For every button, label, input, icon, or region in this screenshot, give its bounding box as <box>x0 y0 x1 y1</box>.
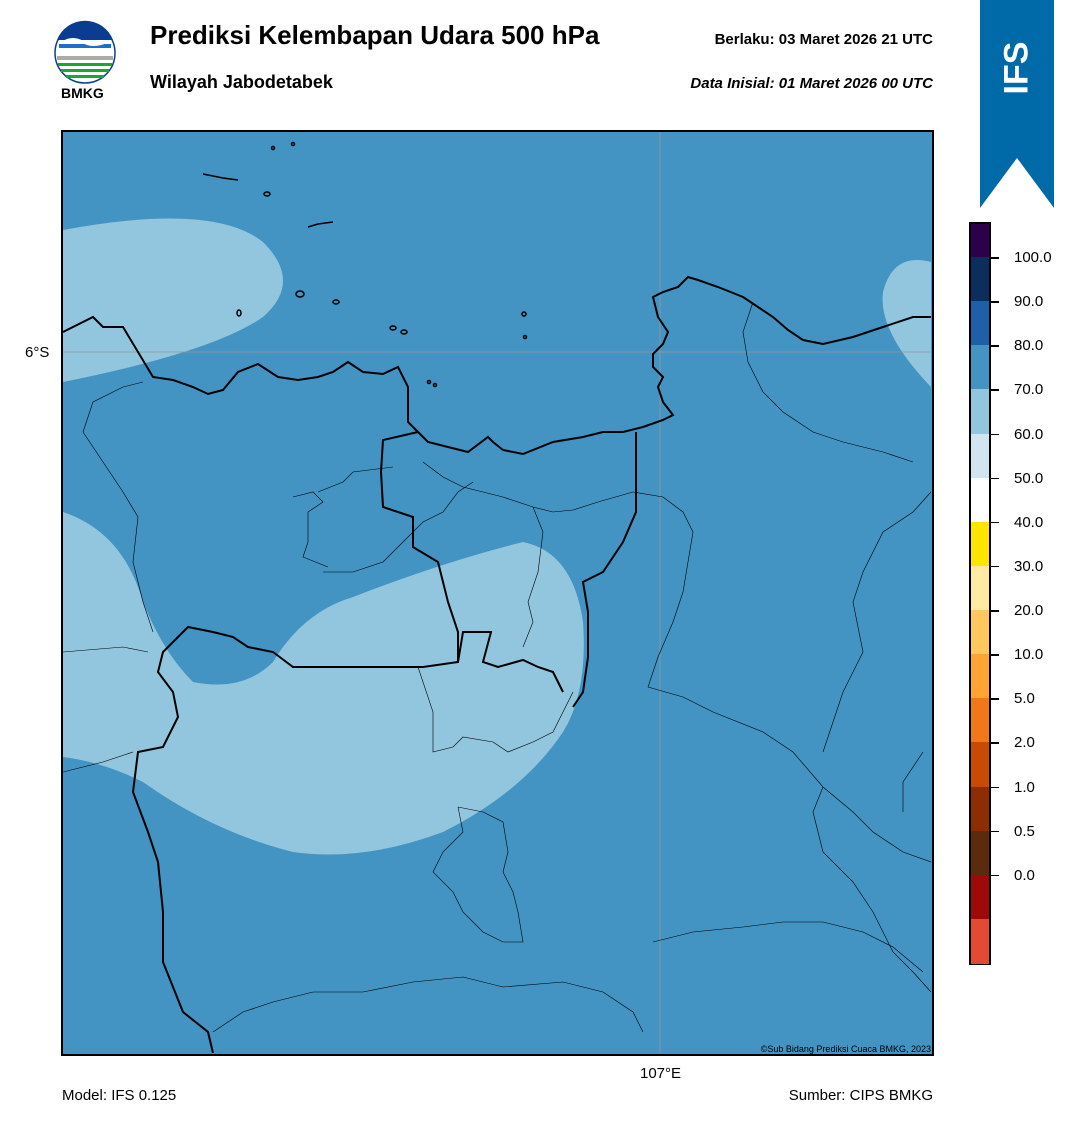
colorbar-tick-label: 10.0 <box>1014 646 1044 664</box>
colorbar-tick-mark <box>991 345 999 347</box>
thousand-islands <box>202 141 528 388</box>
colorbar-tick-mark <box>991 654 999 656</box>
colorbar-segment <box>971 874 989 920</box>
colorbar-tick-label: 0.5 <box>1014 822 1035 840</box>
colorbar-segment <box>971 257 989 302</box>
humidity-colorbar <box>969 222 991 965</box>
colorbar-segment <box>971 742 989 787</box>
colorbar-tick-label: 0.0 <box>1014 866 1035 884</box>
colorbar-segment <box>971 477 989 523</box>
colorbar-tick-label: 90.0 <box>1014 293 1044 311</box>
colorbar-tick-label: 80.0 <box>1014 337 1044 355</box>
page-title: Prediksi Kelembapan Udara 500 hPa <box>150 20 600 50</box>
colorbar-tick-mark <box>991 698 999 700</box>
colorbar-segment <box>971 654 989 699</box>
colorbar-tick-label: 70.0 <box>1014 381 1044 399</box>
colorbar-tick-label: 20.0 <box>1014 602 1044 619</box>
colorbar-tick-label: 40.0 <box>1014 513 1044 531</box>
model-label: Model: IFS 0.125 <box>62 1087 177 1104</box>
region-subtitle: Wilayah Jabodetabek <box>150 72 333 92</box>
colorbar-tick-label: 50.0 <box>1014 469 1044 487</box>
jakarta-boundary <box>457 631 564 693</box>
colorbar-tick-mark <box>991 610 999 612</box>
colorbar-segment <box>971 830 989 876</box>
colorbar-tick-mark <box>991 257 999 259</box>
colorbar-tick-label: 100.0 <box>1014 249 1052 266</box>
colorbar-tick-mark <box>991 786 999 788</box>
humidity-60-70-region-northeast <box>882 260 931 387</box>
colorbar-tick-mark <box>991 389 999 391</box>
initial-time: Data Inisial: 01 Maret 2026 00 UTC <box>690 75 933 92</box>
ifs-badge <box>980 0 1054 208</box>
colorbar-segment <box>971 345 989 390</box>
colorbar-tick-label: 1.0 <box>1014 778 1035 796</box>
map-canvas <box>63 132 932 1054</box>
humidity-map <box>61 130 934 1056</box>
colorbar-tick-mark <box>991 742 999 744</box>
colorbar-tick-label: 30.0 <box>1014 557 1044 575</box>
colorbar-tick-label: 5.0 <box>1014 690 1035 708</box>
ifs-badge-label: IFS <box>997 41 1036 95</box>
colorbar-tick-mark <box>991 301 999 303</box>
longitude-label: 107°E <box>640 1065 682 1082</box>
province-boundary-west <box>131 431 459 1054</box>
colorbar-segment <box>971 433 989 479</box>
valid-time: Berlaku: 03 Maret 2026 21 UTC <box>714 31 933 48</box>
regency-boundaries <box>63 301 932 1033</box>
humidity-60-70-region-central <box>63 512 584 855</box>
colorbar-segment <box>971 301 989 346</box>
humidity-60-70-region-northwest <box>63 218 283 382</box>
colorbar-tick-label: 2.0 <box>1014 734 1035 752</box>
bmkg-logo-icon <box>54 20 116 84</box>
colorbar-segment <box>971 565 989 611</box>
colorbar-tick-mark <box>991 874 999 877</box>
colorbar-tick-label: 60.0 <box>1014 425 1044 443</box>
colorbar-segment <box>971 521 989 567</box>
latitude-label: 6°S <box>25 344 50 361</box>
colorbar-tick-mark <box>991 477 999 480</box>
colorbar-segment <box>971 786 989 832</box>
colorbar-tick-mark <box>991 830 999 833</box>
colorbar-tick-mark <box>991 433 999 435</box>
colorbar-tick-mark <box>991 565 999 568</box>
logo-label: BMKG <box>61 85 104 101</box>
colorbar-tick-mark <box>991 521 999 524</box>
colorbar-segment <box>971 918 989 964</box>
colorbar-segment <box>971 224 989 258</box>
colorbar-segment <box>971 389 989 434</box>
source-label: Sumber: CIPS BMKG <box>788 1087 933 1104</box>
colorbar-segment <box>971 610 989 655</box>
province-boundary-east <box>572 432 637 708</box>
coastline <box>63 275 931 456</box>
colorbar-segment <box>971 698 989 743</box>
copyright-note: ©Sub Bidang Prediksi Cuaca BMKG, 2023 <box>760 1044 931 1054</box>
